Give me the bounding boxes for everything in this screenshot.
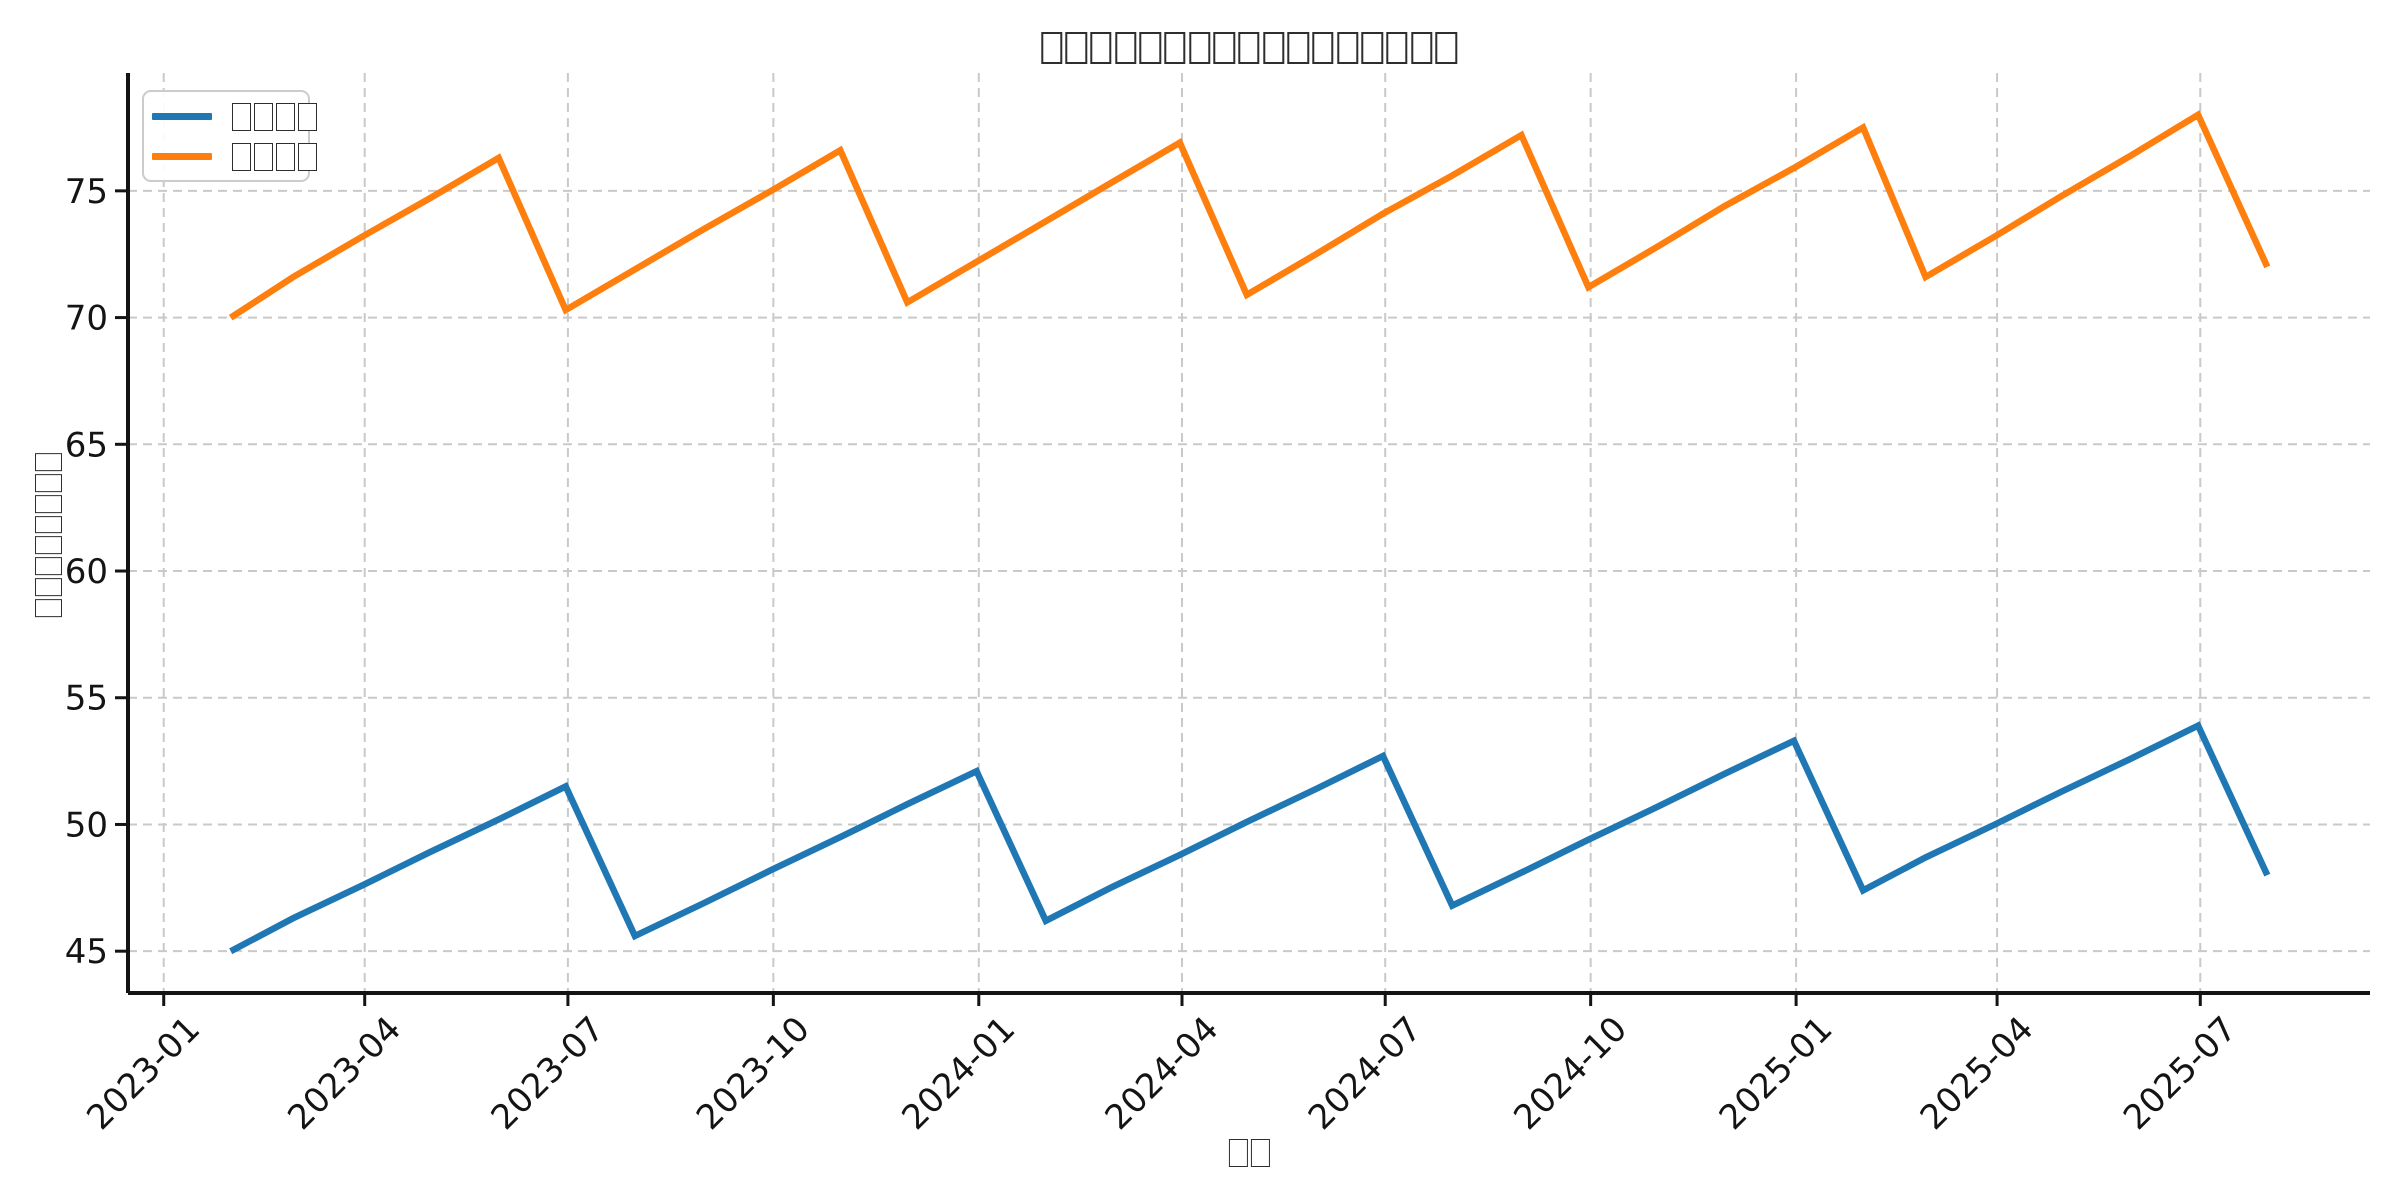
tofu-glyph bbox=[1164, 31, 1186, 64]
chart-title bbox=[1039, 24, 1458, 68]
x-tick-label: 2023-10 bbox=[689, 1009, 818, 1138]
legend-line-sample-series-1 bbox=[152, 152, 212, 160]
tofu-glyph bbox=[231, 142, 251, 172]
tofu-glyph bbox=[34, 494, 62, 513]
tofu-glyph bbox=[1337, 31, 1359, 64]
tofu-glyph bbox=[1263, 31, 1285, 64]
tofu-glyph bbox=[34, 578, 62, 596]
x-tick-label: 2025-01 bbox=[1712, 1009, 1841, 1138]
legend-item bbox=[144, 136, 317, 176]
legend-line-sample-series-0 bbox=[152, 112, 212, 120]
tofu-glyph bbox=[275, 102, 295, 132]
tofu-glyph bbox=[1213, 31, 1235, 64]
tofu-glyph bbox=[275, 142, 295, 172]
tofu-glyph bbox=[1238, 31, 1260, 64]
x-tick-label: 2023-04 bbox=[280, 1009, 409, 1138]
x-tick-label: 2024-10 bbox=[1506, 1009, 1635, 1138]
tofu-glyph bbox=[1312, 31, 1334, 64]
y-tick-label: 50 bbox=[65, 805, 108, 845]
tofu-glyph bbox=[1361, 31, 1383, 64]
tofu-glyph bbox=[1228, 1138, 1248, 1168]
y-axis-label bbox=[28, 452, 66, 618]
tofu-glyph bbox=[34, 598, 62, 617]
tofu-glyph bbox=[1435, 31, 1458, 64]
y-tick-label: 70 bbox=[65, 299, 108, 339]
x-tick-label: 2025-07 bbox=[2116, 1009, 2245, 1138]
tofu-glyph bbox=[297, 142, 317, 172]
y-tick-label: 60 bbox=[65, 552, 108, 592]
x-tick-label: 2025-04 bbox=[1913, 1009, 2042, 1138]
legend-label bbox=[230, 139, 318, 173]
tofu-glyph bbox=[34, 474, 62, 492]
series-line-0 bbox=[229, 721, 2271, 955]
x-tick-label: 2024-04 bbox=[1098, 1009, 1227, 1138]
tofu-glyph bbox=[34, 453, 62, 472]
x-axis-label bbox=[1227, 1132, 1271, 1172]
tofu-glyph bbox=[1250, 1138, 1270, 1168]
x-tick-label: 2023-01 bbox=[79, 1009, 208, 1138]
tofu-glyph bbox=[1287, 31, 1309, 64]
tofu-glyph bbox=[1386, 31, 1408, 64]
x-tick-label: 2023-07 bbox=[484, 1009, 613, 1138]
tofu-glyph bbox=[231, 102, 251, 132]
tofu-glyph bbox=[1065, 31, 1087, 64]
x-tick-label: 2024-07 bbox=[1301, 1009, 1430, 1138]
legend bbox=[142, 90, 317, 182]
legend-item bbox=[144, 96, 317, 136]
tofu-glyph bbox=[253, 102, 273, 132]
tofu-glyph bbox=[1090, 31, 1112, 64]
tofu-glyph bbox=[34, 515, 62, 534]
tofu-glyph bbox=[34, 557, 62, 576]
tofu-glyph bbox=[1040, 31, 1063, 64]
tofu-glyph bbox=[1189, 31, 1211, 64]
legend-label bbox=[230, 99, 318, 133]
tofu-glyph bbox=[1139, 31, 1161, 64]
y-tick-label: 65 bbox=[65, 425, 108, 465]
y-tick-label: 75 bbox=[65, 172, 108, 212]
series-line-1 bbox=[228, 110, 2271, 321]
x-tick-label: 2024-01 bbox=[894, 1009, 1023, 1138]
tofu-glyph bbox=[253, 142, 273, 172]
y-tick-label: 45 bbox=[65, 932, 108, 972]
tofu-glyph bbox=[1115, 31, 1137, 64]
tofu-glyph bbox=[1411, 31, 1433, 64]
tofu-glyph bbox=[297, 102, 317, 132]
y-tick-label: 55 bbox=[65, 679, 108, 719]
tofu-glyph bbox=[34, 536, 62, 555]
